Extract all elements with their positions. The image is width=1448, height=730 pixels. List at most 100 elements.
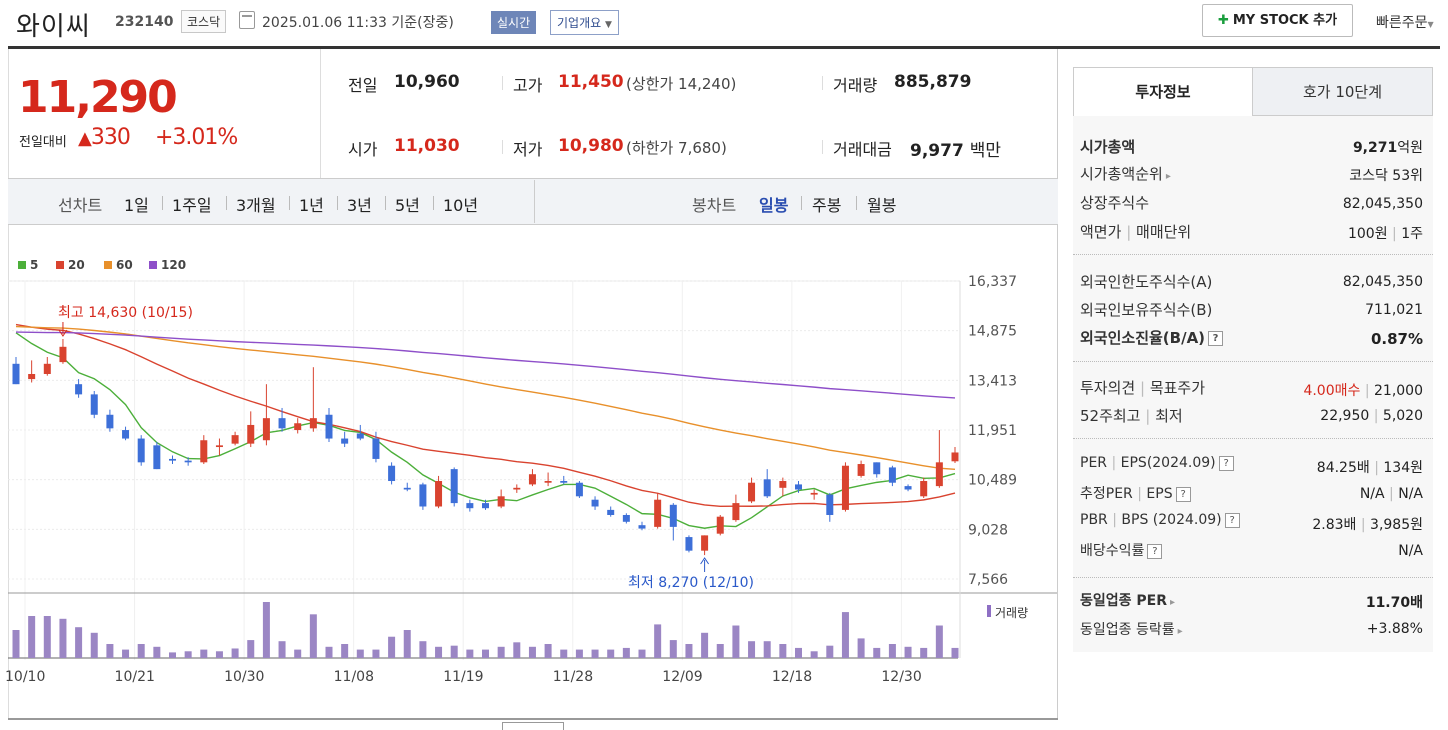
- chart-collapse-button[interactable]: [502, 722, 564, 730]
- candle-body: [309, 418, 317, 429]
- help-icon[interactable]: ?: [1147, 543, 1163, 559]
- volume-bar: [622, 647, 630, 658]
- tab-10year[interactable]: 10년: [443, 196, 479, 215]
- tab-1week[interactable]: 1주일: [172, 196, 212, 215]
- change-percent: +3.01%: [155, 125, 238, 150]
- tab-daily[interactable]: 일봉: [759, 196, 789, 215]
- volume-bar: [560, 649, 568, 658]
- candle-body: [951, 452, 959, 462]
- volume-bar: [215, 651, 223, 658]
- y-tick-label: 11,951: [968, 423, 1017, 439]
- quick-order-link[interactable]: 빠른주문▼: [1376, 12, 1434, 32]
- candle-body: [231, 435, 239, 444]
- add-mystock-button[interactable]: ✚ MY STOCK 추가: [1202, 4, 1353, 37]
- candle-body: [857, 464, 865, 476]
- x-tick-label: 10/21: [115, 669, 155, 685]
- x-tick-label: 11/19: [443, 669, 483, 685]
- volume-bar: [482, 649, 489, 658]
- candle-body: [278, 418, 286, 429]
- tab-monthly[interactable]: 월봉: [867, 196, 897, 215]
- volume-bar: [544, 644, 552, 658]
- opinion-label-text: 투자의견: [1080, 379, 1136, 397]
- tab-3month[interactable]: 3개월: [236, 196, 276, 215]
- x-tick-label: 11/08: [334, 669, 374, 685]
- help-icon[interactable]: ?: [1218, 455, 1234, 471]
- sector-change-label[interactable]: 동일업종 등락률 ▸: [1080, 619, 1183, 639]
- sector-per-label[interactable]: 동일업종 PER ▸: [1080, 590, 1175, 610]
- legend-swatch: [104, 261, 112, 269]
- est-per-label-text: 추정PER: [1080, 486, 1133, 502]
- help-icon[interactable]: ?: [1175, 486, 1191, 502]
- y-tick-label: 7,566: [968, 572, 1008, 588]
- legend-label: 60: [116, 258, 133, 272]
- help-icon[interactable]: ?: [1224, 512, 1240, 528]
- market-cap-number: 9,271: [1352, 140, 1398, 156]
- candle-body: [654, 499, 662, 527]
- candle-body: [701, 535, 709, 551]
- legend-swatch: [149, 261, 157, 269]
- tab-orderbook[interactable]: 호가 10단계: [1252, 67, 1433, 116]
- tab-1year[interactable]: 1년: [299, 196, 324, 215]
- candle-body: [716, 516, 724, 534]
- volume-bar: [184, 651, 192, 658]
- candle-body: [450, 469, 458, 504]
- volume-bar: [716, 644, 724, 658]
- candle-body: [388, 465, 396, 482]
- est-per-label: 추정PER | EPS?: [1080, 483, 1191, 503]
- volume-bar: [826, 645, 834, 658]
- price-chart[interactable]: 16,337 14,875 13,413 11,951 10,489 9,028 7,566…: [0, 0, 1060, 730]
- ma-line-60: [15, 325, 956, 470]
- candle-body: [43, 363, 51, 374]
- candle-body: [638, 525, 646, 529]
- high-label: 고가: [513, 76, 543, 95]
- caret-down-icon: ▼: [1427, 20, 1434, 29]
- amount-label: 거래대금: [833, 140, 892, 159]
- candle-body: [528, 474, 536, 485]
- y-tick-label: 9,028: [968, 522, 1008, 538]
- week52-low-label: 최저: [1155, 407, 1183, 425]
- legend-ma60: 60: [104, 258, 133, 272]
- change-amount: 330: [90, 125, 131, 150]
- candle-body: [763, 479, 771, 497]
- corp-info-dropdown[interactable]: 기업개요 ▼: [550, 10, 619, 35]
- tab-5year[interactable]: 5년: [395, 196, 420, 215]
- volume-bar: [262, 602, 270, 658]
- tab-1day[interactable]: 1일: [124, 196, 149, 215]
- face-label: 액면가: [1080, 223, 1122, 241]
- lower-limit: (하한가 7,680): [626, 139, 727, 157]
- face-amount: 100원: [1347, 226, 1388, 242]
- sector-per-value: 11.70배: [1365, 595, 1423, 611]
- candle-body: [106, 414, 114, 429]
- realtime-button[interactable]: 실시간: [491, 11, 537, 34]
- max-price-annotation: 최고 14,630 (10/15): [58, 305, 193, 321]
- market-cap-rank-value: 코스닥 53위: [1349, 168, 1423, 184]
- open-value: 11,030: [394, 136, 460, 156]
- dividend-value: N/A: [1398, 543, 1423, 559]
- amount-value: 9,977 백만: [910, 136, 1001, 161]
- market-cap-rank-label[interactable]: 시가총액순위 ▸: [1080, 163, 1171, 184]
- volume-bar: [732, 625, 740, 658]
- tab-invest-info[interactable]: 투자정보: [1073, 67, 1253, 116]
- candle-body: [12, 363, 20, 385]
- volume-bar: [654, 624, 662, 658]
- candle-body: [888, 467, 896, 483]
- volume-bar: [419, 641, 427, 658]
- candle-body: [685, 537, 693, 551]
- pbr-label-text: PBR: [1080, 512, 1108, 528]
- prev-close-value: 10,960: [394, 72, 460, 92]
- volume-bar: [466, 649, 474, 658]
- y-tick-label: 14,875: [968, 324, 1017, 340]
- volume-bar: [200, 649, 208, 658]
- est-eps-label-text: EPS: [1146, 486, 1173, 502]
- tab-weekly[interactable]: 주봉: [812, 196, 842, 215]
- invest-info-panel: [1073, 67, 1433, 652]
- tab-3year[interactable]: 3년: [347, 196, 372, 215]
- candle-body: [90, 394, 98, 415]
- help-icon[interactable]: ?: [1208, 331, 1224, 346]
- candle-body: [841, 465, 849, 510]
- volume-bar: [669, 640, 677, 658]
- volume-bar: [951, 647, 959, 658]
- y-tick-label: 13,413: [968, 373, 1017, 389]
- volume-bar: [795, 647, 802, 658]
- section-divider: [1073, 361, 1433, 362]
